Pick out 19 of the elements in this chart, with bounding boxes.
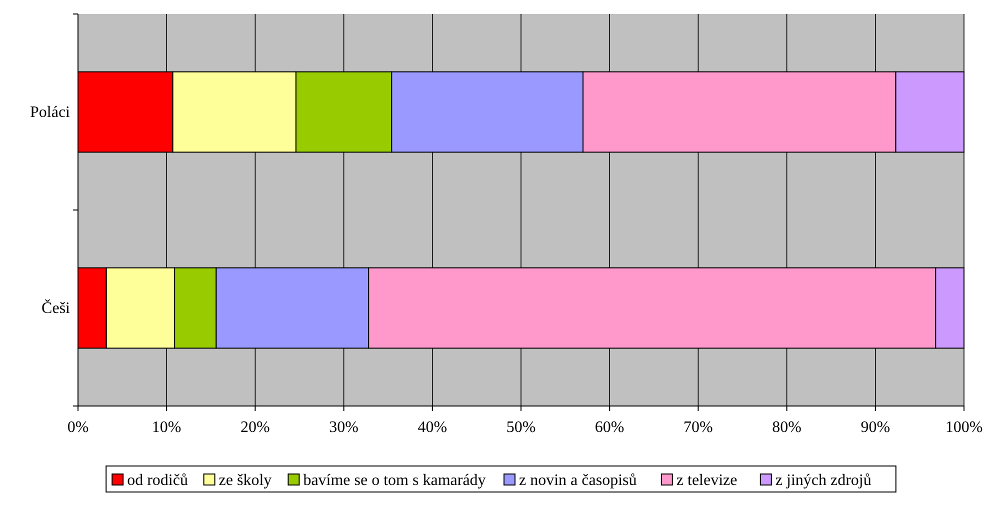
legend-label: z televize: [676, 472, 738, 489]
x-tick-label: 90%: [860, 419, 890, 436]
legend-label: ze školy: [218, 472, 272, 489]
legend-label: bavíme se o tom s kamarády: [303, 472, 486, 489]
x-tick-label: 30%: [329, 419, 358, 436]
x-tick-label: 50%: [506, 419, 536, 436]
x-tick-label: 40%: [418, 419, 448, 436]
x-tick-label: 60%: [594, 419, 624, 436]
legend-label: od rodičů: [127, 472, 188, 489]
x-tick-label: 70%: [684, 419, 713, 436]
legend-label: z novin a časopisů: [519, 472, 637, 489]
x-tick-label: 0%: [67, 419, 89, 436]
x-tick-label: 10%: [152, 419, 182, 436]
x-tick-label: 20%: [240, 419, 270, 436]
y-tick-label: Češi: [42, 299, 71, 317]
y-tick-label: Poláci: [30, 104, 71, 121]
x-tick-label: 100%: [945, 419, 983, 436]
legend-label: z jiných zdrojů: [775, 472, 872, 489]
x-tick-label: 80%: [772, 419, 802, 436]
